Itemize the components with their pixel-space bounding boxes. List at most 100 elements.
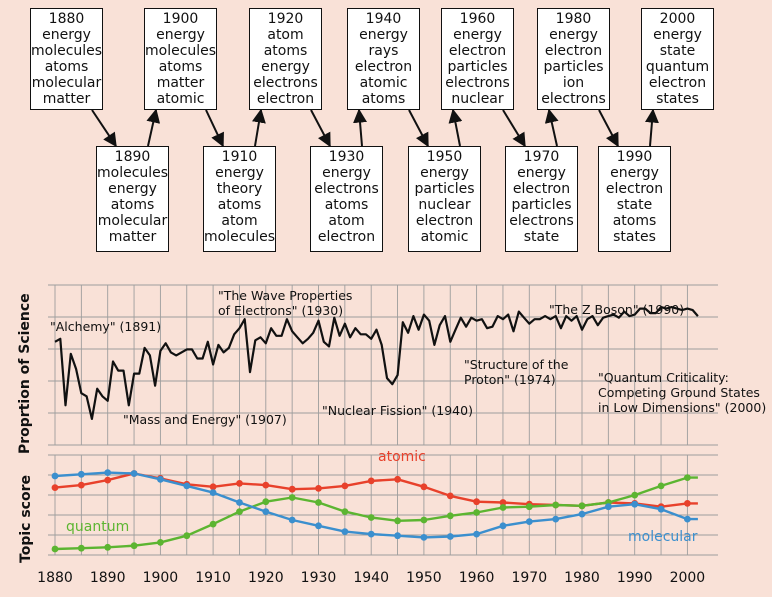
decade-box-1980: 1980 energy electron particles ion electrons: [537, 8, 610, 110]
x-tick-label: 1890: [89, 570, 126, 586]
molecular-point: [578, 510, 586, 518]
decade-word: atoms: [44, 59, 89, 75]
paper-annotation: "Quantum Criticality: Competing Ground St…: [598, 370, 766, 415]
decade-box-1900: 1900 energy molecules atoms matter atomic: [144, 8, 217, 110]
quantum-point: [183, 532, 191, 540]
decade-box-1920: 1920 atom atoms energy electrons electron: [249, 8, 322, 110]
atomic-point: [394, 475, 401, 483]
decade-word: quantum: [645, 59, 710, 75]
decade-word: rays: [368, 43, 399, 59]
annotation-line: Proton" (1974): [464, 372, 556, 387]
decade-year: 1990: [616, 149, 653, 165]
decade-box-1940: 1940 energy rays electron atomic atoms: [347, 8, 420, 110]
annotation-line: "Alchemy" (1891): [50, 319, 162, 334]
x-tick-label: 1920: [247, 570, 284, 586]
molecular-point: [473, 530, 480, 538]
decade-word: particles: [511, 197, 572, 213]
decade-word: ion: [562, 75, 585, 91]
transition-arrow: [408, 109, 429, 148]
transition-arrow: [644, 108, 659, 147]
decade-word: energy: [653, 27, 702, 43]
annotation-line: "The Z Boson" (1990): [549, 302, 685, 317]
molecular-point: [288, 516, 296, 524]
decade-word: energy: [549, 27, 598, 43]
atomic-point: [315, 485, 322, 492]
molecular-point: [394, 532, 401, 540]
annotation-line: "The Wave Properties: [218, 288, 353, 303]
atomic-point: [236, 480, 243, 487]
decade-word: energy: [453, 27, 502, 43]
decade-year: 1960: [459, 11, 496, 27]
molecular-point: [130, 470, 138, 477]
decade-word: atoms: [217, 197, 262, 213]
atomic-point: [420, 483, 428, 491]
atomic-point: [367, 477, 375, 485]
transition-arrow: [146, 108, 161, 147]
molecular-point: [525, 518, 533, 525]
decade-box-1970: 1970 energy electron particles electrons stat…: [505, 146, 578, 252]
annotation-line: "Nuclear Fission" (1940): [322, 403, 473, 418]
decade-word: electron: [648, 75, 707, 91]
transition-arrow: [91, 109, 117, 148]
atomic-point: [209, 483, 217, 491]
atomic-point: [446, 492, 454, 500]
atomic-point: [473, 498, 480, 506]
quantum-point: [209, 520, 217, 528]
quantum-point: [552, 501, 560, 509]
decade-word: electron: [317, 229, 376, 245]
atomic-point: [262, 481, 270, 489]
decade-word: electron: [354, 59, 413, 75]
series-label-quantum: quantum: [66, 519, 130, 535]
transition-arrow: [353, 108, 368, 147]
x-tick-label: 1950: [406, 570, 442, 586]
decade-word: electrons: [314, 181, 379, 197]
x-tick-label: 1930: [300, 570, 337, 586]
transition-arrow: [448, 108, 463, 147]
decade-word: state: [523, 229, 560, 245]
molecular-point: [631, 500, 639, 508]
decade-word: electrons: [253, 75, 318, 91]
decade-word: particles: [447, 59, 508, 75]
x-tick-label: 1970: [511, 570, 548, 586]
decade-year: 1940: [365, 11, 402, 27]
decade-word: molecules: [204, 229, 276, 245]
annotation-line: Competing Ground States: [598, 385, 760, 400]
paper-annotation: "Alchemy" (1891): [50, 319, 161, 334]
decade-word: electrons: [445, 75, 510, 91]
decade-box-1990: 1990 energy electron state atoms states: [598, 146, 671, 252]
atomic-point: [499, 499, 507, 506]
x-tick-label: 1990: [616, 570, 653, 586]
topic-score-series: [51, 469, 698, 553]
decade-word: atomic: [420, 229, 469, 245]
decade-word: molecules: [145, 43, 217, 59]
decade-year: 1950: [426, 149, 463, 165]
molecular-point: [446, 533, 454, 540]
paper-annotation: "Mass and Energy" (1907): [123, 412, 287, 427]
x-tick-label: 2000: [669, 570, 706, 586]
decade-word: electrons: [541, 91, 606, 107]
annotation-line: "Quantum Criticality:: [598, 370, 729, 385]
molecular-point: [315, 522, 322, 530]
decade-word: electron: [605, 181, 664, 197]
decade-year: 1890: [114, 149, 151, 165]
decade-word: particles: [543, 59, 604, 75]
decade-box-1890: 1890 molecules energy atoms molecular matter: [96, 146, 169, 252]
x-tick-label: 1980: [564, 570, 600, 586]
quantum-point: [473, 509, 480, 516]
decade-word: energy: [42, 27, 91, 43]
decade-word: molecules: [31, 43, 103, 59]
decade-word: matter: [108, 229, 157, 245]
molecular-point: [77, 470, 85, 478]
decade-word: energy: [215, 165, 264, 181]
quantum-point: [367, 514, 375, 521]
x-tick-label: 1940: [353, 570, 390, 586]
quantum-line: [54, 476, 698, 551]
decade-word: energy: [610, 165, 659, 181]
decade-word: state: [659, 43, 696, 59]
decade-word: atom: [328, 213, 365, 229]
quantum-point: [236, 508, 243, 515]
quantum-point: [499, 504, 507, 511]
decade-year: 1980: [555, 11, 592, 27]
decade-word: atoms: [263, 43, 308, 59]
